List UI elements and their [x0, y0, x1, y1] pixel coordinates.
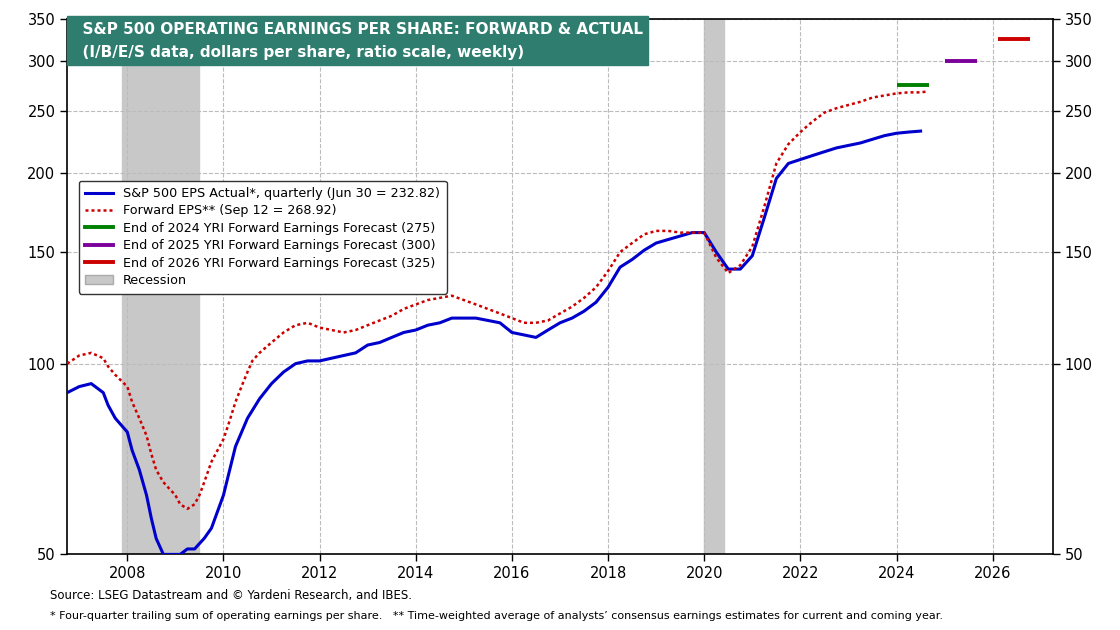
Legend: S&P 500 EPS Actual*, quarterly (Jun 30 = 232.82), Forward EPS** (Sep 12 = 268.92: S&P 500 EPS Actual*, quarterly (Jun 30 =… — [78, 181, 447, 294]
Bar — [122, 19, 199, 554]
Text: * Four-quarter trailing sum of operating earnings per share.   ** Time-weighted : * Four-quarter trailing sum of operating… — [50, 610, 943, 621]
Text: Source: LSEG Datastream and © Yardeni Research, and IBES.: Source: LSEG Datastream and © Yardeni Re… — [50, 588, 412, 602]
Bar — [704, 19, 725, 554]
Text: S&P 500 OPERATING EARNINGS PER SHARE: FORWARD & ACTUAL
  (I/B/E/S data, dollars : S&P 500 OPERATING EARNINGS PER SHARE: FO… — [72, 21, 643, 60]
